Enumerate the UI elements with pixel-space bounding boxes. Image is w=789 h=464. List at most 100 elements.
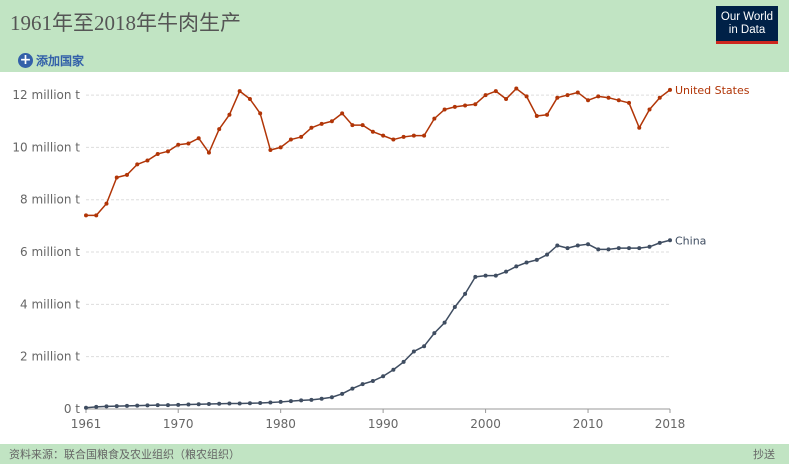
data-point [360,382,365,387]
data-point [114,175,119,180]
data-point [596,247,601,252]
data-point [165,149,170,154]
logo-accent-bar [716,41,778,44]
data-point [340,111,345,116]
data-point [237,401,242,406]
add-country-label: 添加国家 [36,53,85,68]
data-point [401,134,406,139]
chart-footer: 资料来源：联合国粮食及农业组织（粮农组织） 抄送 [0,444,789,464]
x-tick-label: 1980 [265,417,296,431]
data-point [104,201,109,206]
plus-circle-icon: + [18,51,33,68]
data-point [555,243,560,248]
data-point [227,401,232,406]
data-point [452,304,457,309]
data-point [196,136,201,141]
data-point [104,404,109,409]
data-point [534,114,539,119]
data-point [258,400,263,405]
grid-layer [86,94,670,410]
line-chart: 0 t 2 million t 4 million t 6 million t 8 mi… [12,84,750,431]
data-point [319,396,324,401]
data-point [483,93,488,98]
data-point [442,107,447,112]
data-point [545,112,550,117]
data-point [217,127,222,132]
data-point [186,141,191,146]
data-point [463,291,468,296]
data-point [411,349,416,354]
data-point [668,87,672,92]
x-tick-label: 1990 [368,417,399,431]
data-point [616,98,621,103]
owid-logo[interactable]: Our World in Data [716,6,778,44]
page-title: 1961年至2018年牛肉生产 [10,11,241,35]
data-point [84,213,88,218]
data-point [596,94,601,99]
share-button[interactable]: 抄送 [753,448,775,461]
series-line [85,239,671,409]
data-point [627,246,632,251]
data-point [135,162,140,167]
data-point [114,404,119,409]
y-tick-label: 8 million t [20,193,80,207]
x-tick-label: 2010 [573,417,604,431]
data-point [627,100,632,105]
data-point [381,133,386,138]
data-point [555,95,560,100]
data-point [586,242,591,247]
data-point [411,133,416,138]
data-point [135,403,140,408]
data-point [176,402,181,407]
data-point [483,273,488,278]
data-point [278,145,283,150]
data-point [575,243,580,248]
y-tick-label: 10 million t [12,140,80,154]
data-point [206,402,211,407]
data-point [452,104,457,109]
data-point [616,246,621,251]
data-point [657,240,662,245]
data-point [186,402,191,407]
data-point [145,403,150,408]
y-tick-label: 6 million t [20,245,80,259]
data-point [422,344,427,349]
x-tick-label: 1970 [163,417,194,431]
data-point [196,402,201,407]
data-point [288,137,293,142]
x-tick-label: 2000 [470,417,501,431]
data-point [278,399,283,404]
data-point [606,247,611,252]
data-point [442,320,447,325]
data-point [370,379,375,384]
data-point [606,95,611,100]
data-point [268,400,273,405]
data-point [155,151,160,156]
data-point [647,107,652,112]
data-point [94,404,99,409]
data-point [524,94,529,99]
data-point [473,274,478,279]
data-point [124,403,129,408]
data-point [534,257,539,262]
data-point [586,98,591,103]
data-point [145,158,150,163]
x-tick-label: 2018 [655,417,686,431]
data-point [124,172,129,177]
data-point [155,403,160,408]
data-point [370,129,375,134]
data-point [350,386,355,391]
data-point [493,89,498,94]
data-point [268,148,273,153]
data-point [299,134,304,139]
series-label: United States [675,84,750,97]
data-point [657,95,662,100]
data-point [360,123,365,128]
data-point [237,89,242,94]
add-country-button[interactable]: + 添加国家 [18,51,84,69]
data-point [575,90,580,95]
data-point [227,112,232,117]
logo-line-2: in Data [728,24,766,36]
data-point [309,397,314,402]
data-point [247,401,252,406]
